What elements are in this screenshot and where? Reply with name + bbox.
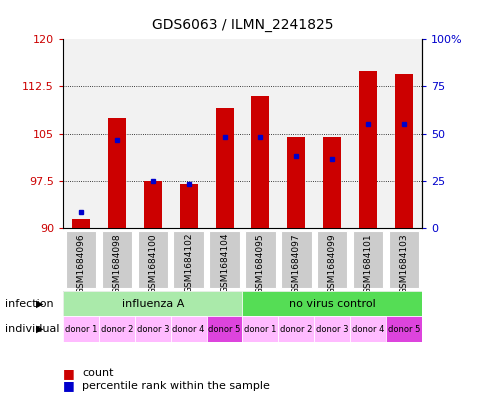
- Bar: [143, 181, 161, 228]
- Text: donor 1: donor 1: [244, 325, 276, 334]
- FancyBboxPatch shape: [317, 231, 347, 288]
- Text: GSM1684104: GSM1684104: [220, 233, 228, 294]
- FancyBboxPatch shape: [385, 316, 421, 342]
- Text: GSM1684099: GSM1684099: [327, 233, 336, 294]
- FancyBboxPatch shape: [206, 316, 242, 342]
- Text: no virus control: no virus control: [288, 299, 375, 309]
- Text: donor 3: donor 3: [136, 325, 169, 334]
- FancyBboxPatch shape: [102, 231, 132, 288]
- Text: GSM1684095: GSM1684095: [256, 233, 264, 294]
- Text: ▶: ▶: [36, 299, 44, 309]
- FancyBboxPatch shape: [314, 316, 349, 342]
- Text: influenza A: influenza A: [121, 299, 183, 309]
- FancyBboxPatch shape: [66, 231, 96, 288]
- FancyBboxPatch shape: [137, 231, 167, 288]
- Text: GSM1684101: GSM1684101: [363, 233, 372, 294]
- Bar: [215, 108, 233, 228]
- Bar: [358, 71, 376, 228]
- FancyBboxPatch shape: [352, 231, 382, 288]
- Text: donor 4: donor 4: [172, 325, 204, 334]
- Text: ■: ■: [63, 379, 78, 393]
- Bar: [179, 184, 197, 228]
- FancyBboxPatch shape: [99, 316, 135, 342]
- Bar: [72, 219, 90, 228]
- FancyBboxPatch shape: [63, 316, 99, 342]
- FancyBboxPatch shape: [278, 316, 314, 342]
- FancyBboxPatch shape: [173, 231, 203, 288]
- FancyBboxPatch shape: [349, 316, 385, 342]
- Text: infection: infection: [5, 299, 53, 309]
- Text: donor 5: donor 5: [387, 325, 419, 334]
- Text: donor 3: donor 3: [315, 325, 348, 334]
- Text: donor 2: donor 2: [101, 325, 133, 334]
- Text: individual: individual: [5, 324, 59, 334]
- Text: donor 1: donor 1: [65, 325, 97, 334]
- Text: donor 5: donor 5: [208, 325, 240, 334]
- Text: donor 4: donor 4: [351, 325, 383, 334]
- Text: GSM1684100: GSM1684100: [148, 233, 157, 294]
- FancyBboxPatch shape: [170, 316, 206, 342]
- FancyBboxPatch shape: [281, 231, 311, 288]
- Text: donor 2: donor 2: [280, 325, 312, 334]
- FancyBboxPatch shape: [135, 316, 170, 342]
- Bar: [322, 137, 340, 228]
- Text: percentile rank within the sample: percentile rank within the sample: [82, 381, 270, 391]
- FancyBboxPatch shape: [209, 231, 239, 288]
- FancyBboxPatch shape: [63, 291, 242, 316]
- Text: GSM1684102: GSM1684102: [184, 233, 193, 294]
- Text: ▶: ▶: [36, 324, 44, 334]
- Text: ■: ■: [63, 367, 78, 380]
- Text: GSM1684097: GSM1684097: [291, 233, 300, 294]
- Text: GSM1684098: GSM1684098: [112, 233, 121, 294]
- Text: GSM1684096: GSM1684096: [76, 233, 85, 294]
- FancyBboxPatch shape: [388, 231, 418, 288]
- Bar: [107, 118, 125, 228]
- Bar: [287, 137, 304, 228]
- Text: GSM1684103: GSM1684103: [399, 233, 408, 294]
- Text: GDS6063 / ILMN_2241825: GDS6063 / ILMN_2241825: [151, 18, 333, 32]
- FancyBboxPatch shape: [242, 316, 278, 342]
- Bar: [394, 74, 412, 228]
- Bar: [251, 96, 269, 228]
- FancyBboxPatch shape: [245, 231, 275, 288]
- Text: count: count: [82, 368, 114, 378]
- FancyBboxPatch shape: [242, 291, 421, 316]
